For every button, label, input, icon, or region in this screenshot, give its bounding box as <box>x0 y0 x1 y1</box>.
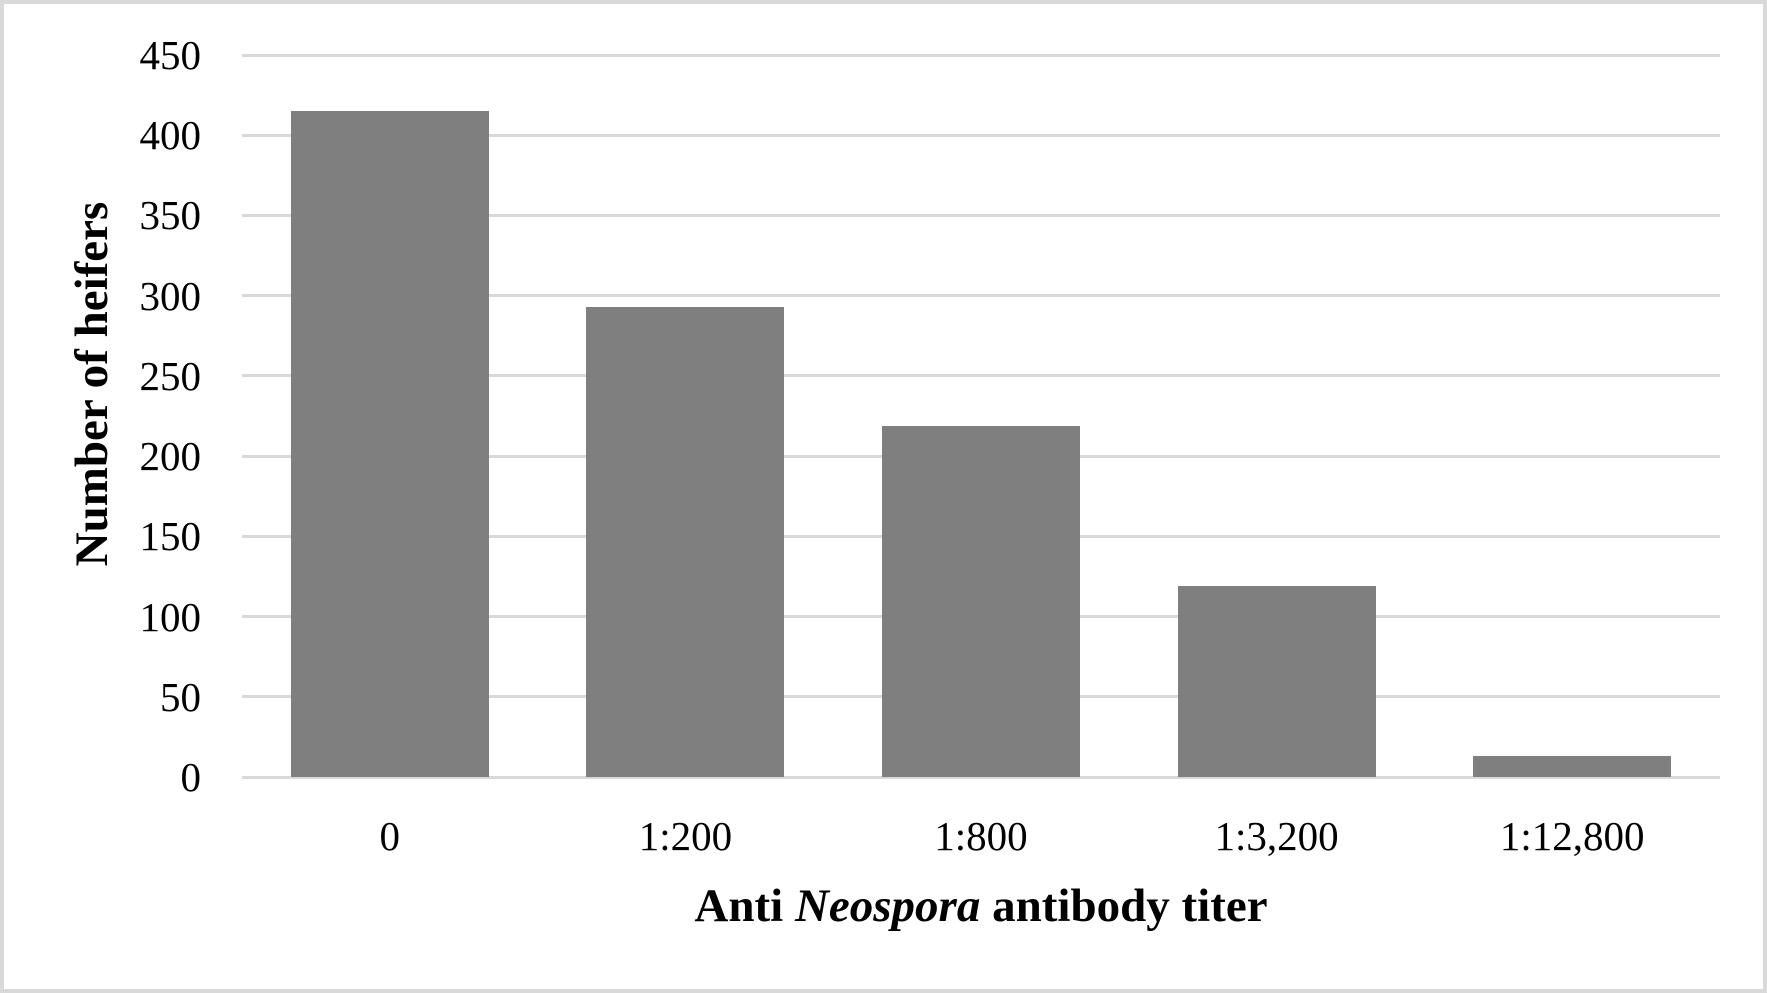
gridline-400 <box>242 133 1720 137</box>
y-tick-label-300: 300 <box>139 272 202 319</box>
y-tick-label-50: 50 <box>160 673 201 720</box>
bar-1:200 <box>586 306 785 777</box>
bar-1:3,200 <box>1177 586 1376 777</box>
y-tick-label-250: 250 <box>139 352 202 399</box>
x-tick-label-1:3,200: 1:3,200 <box>1214 813 1339 859</box>
x-axis-title-segment-0: Anti <box>694 880 795 932</box>
gridline-450 <box>242 53 1720 57</box>
y-tick-label-150: 150 <box>139 513 202 560</box>
x-tick-label-1:200: 1:200 <box>638 813 733 859</box>
x-axis-title-segment-1: Neospora <box>794 880 981 932</box>
plot-area <box>242 53 1720 779</box>
y-tick-label-200: 200 <box>139 433 202 480</box>
gridline-0 <box>242 775 1720 779</box>
y-tick-label-350: 350 <box>139 192 202 239</box>
bar-1:12,800 <box>1473 756 1672 777</box>
y-tick-label-450: 450 <box>139 32 202 78</box>
gridline-300 <box>242 294 1720 298</box>
x-tick-label-0: 0 <box>379 813 401 859</box>
gridline-250 <box>242 374 1720 378</box>
y-tick-label-400: 400 <box>139 112 202 159</box>
x-axis-title-segment-2: antibody titer <box>980 880 1268 932</box>
x-tick-label-1:12,800: 1:12,800 <box>1499 813 1645 859</box>
y-tick-label-100: 100 <box>139 593 202 640</box>
y-tick-label-0: 0 <box>180 754 202 800</box>
x-axis-title: Anti Neospora antibody titer <box>242 876 1720 936</box>
x-tick-label-1:800: 1:800 <box>934 813 1028 859</box>
bar-1:800 <box>882 425 1080 777</box>
bar-0 <box>290 111 489 777</box>
gridline-350 <box>242 213 1720 217</box>
